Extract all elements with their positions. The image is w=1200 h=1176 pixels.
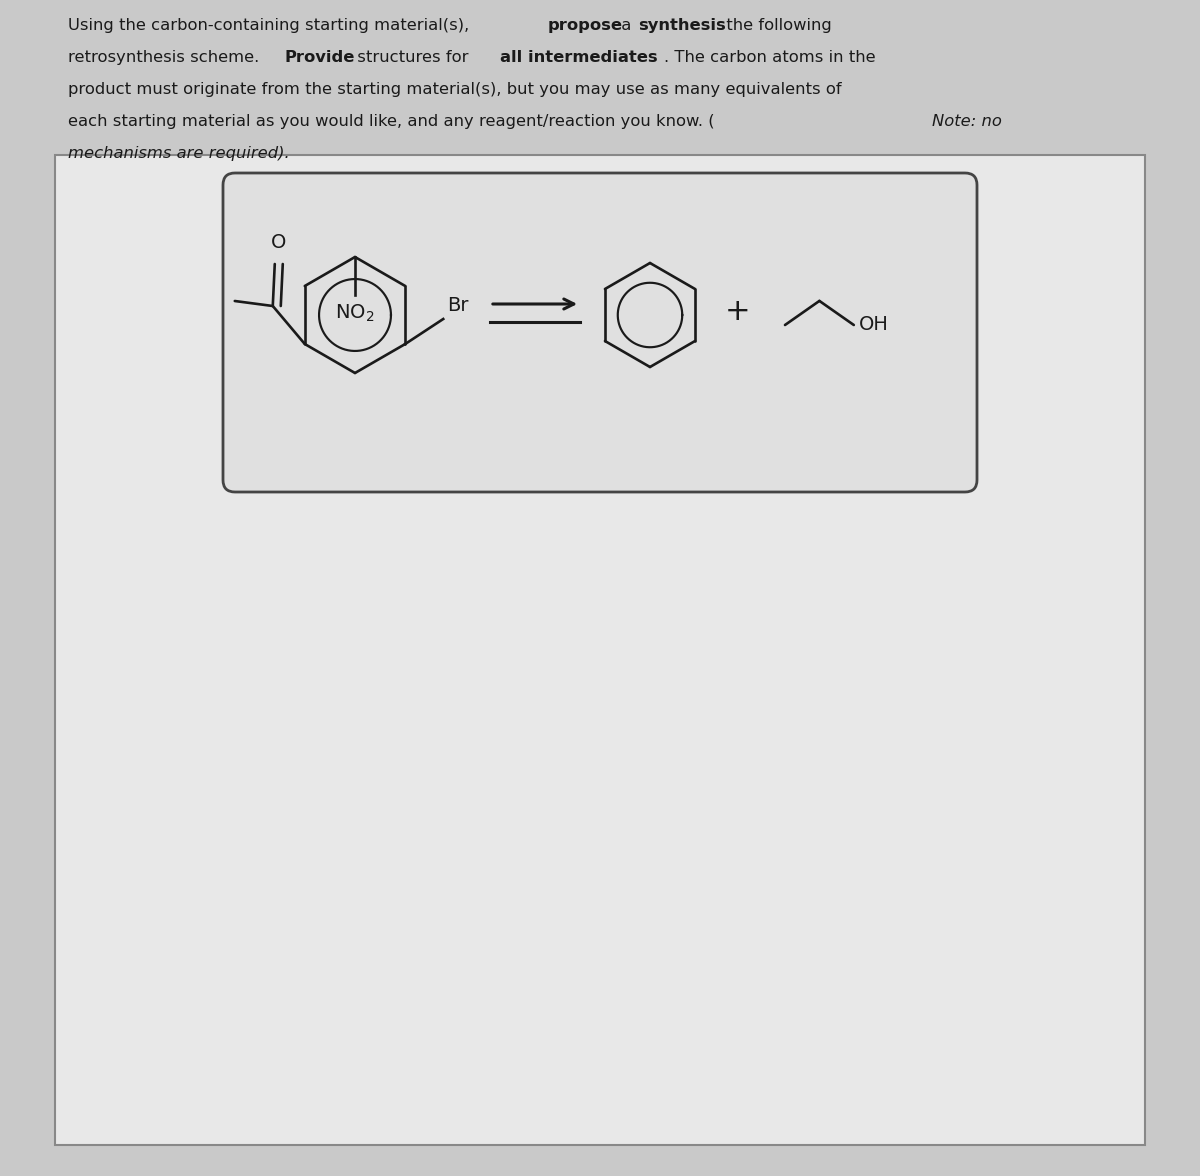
Text: a: a bbox=[616, 18, 637, 33]
Text: O: O bbox=[271, 233, 287, 252]
Text: OH: OH bbox=[859, 315, 889, 334]
Text: +: + bbox=[725, 298, 751, 327]
Text: product must originate from the starting material(s), but you may use as many eq: product must originate from the starting… bbox=[68, 82, 841, 96]
FancyBboxPatch shape bbox=[55, 155, 1145, 1145]
Text: Br: Br bbox=[448, 296, 469, 315]
Text: each starting material as you would like, and any reagent/reaction you know. (: each starting material as you would like… bbox=[68, 114, 715, 129]
Text: synthesis: synthesis bbox=[638, 18, 726, 33]
Text: the following: the following bbox=[721, 18, 832, 33]
Text: retrosynthesis scheme.: retrosynthesis scheme. bbox=[68, 51, 264, 65]
Text: . The carbon atoms in the: . The carbon atoms in the bbox=[664, 51, 876, 65]
Text: propose: propose bbox=[548, 18, 623, 33]
Text: NO$_2$: NO$_2$ bbox=[335, 303, 374, 325]
Text: Note: no: Note: no bbox=[932, 114, 1002, 129]
Text: Using the carbon-containing starting material(s),: Using the carbon-containing starting mat… bbox=[68, 18, 474, 33]
Text: mechanisms are required).: mechanisms are required). bbox=[68, 146, 289, 161]
Text: all intermediates: all intermediates bbox=[500, 51, 658, 65]
Text: structures for: structures for bbox=[352, 51, 474, 65]
Text: Provide: Provide bbox=[284, 51, 354, 65]
FancyBboxPatch shape bbox=[223, 173, 977, 492]
